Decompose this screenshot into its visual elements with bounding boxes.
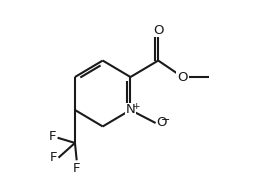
Text: O: O	[153, 24, 164, 37]
Text: F: F	[50, 151, 57, 164]
Text: F: F	[73, 162, 81, 175]
Text: −: −	[161, 115, 170, 125]
Text: F: F	[49, 130, 56, 143]
Text: N: N	[125, 103, 135, 116]
Text: +: +	[132, 102, 139, 111]
Text: O: O	[177, 70, 188, 83]
Text: O: O	[156, 116, 167, 130]
